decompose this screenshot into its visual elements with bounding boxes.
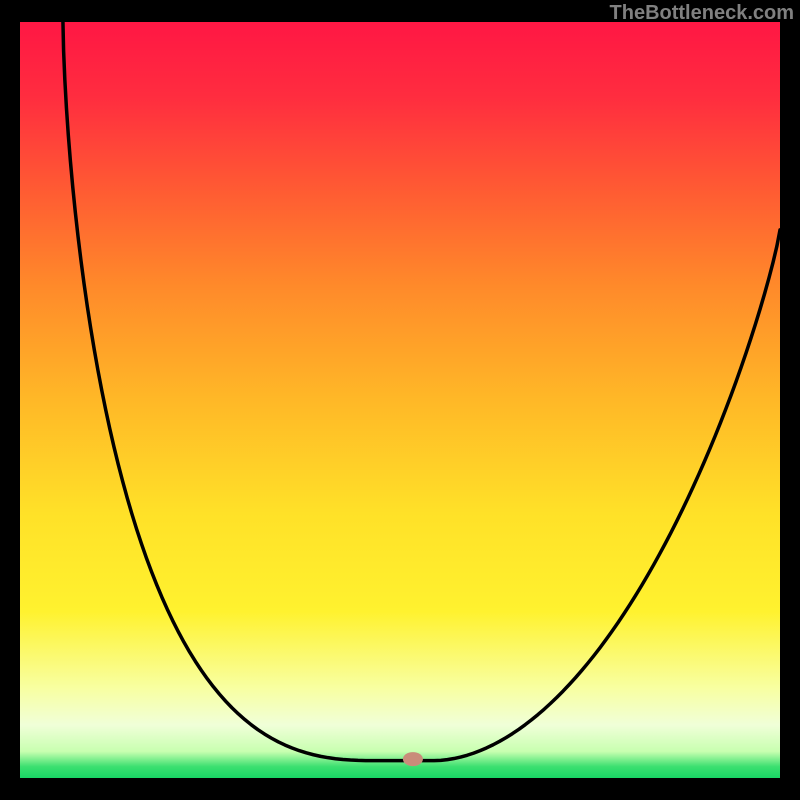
watermark-text: TheBottleneck.com [610,2,794,25]
gradient-background [20,22,780,778]
bottleneck-chart [0,0,800,800]
optimal-point-marker [403,752,423,766]
